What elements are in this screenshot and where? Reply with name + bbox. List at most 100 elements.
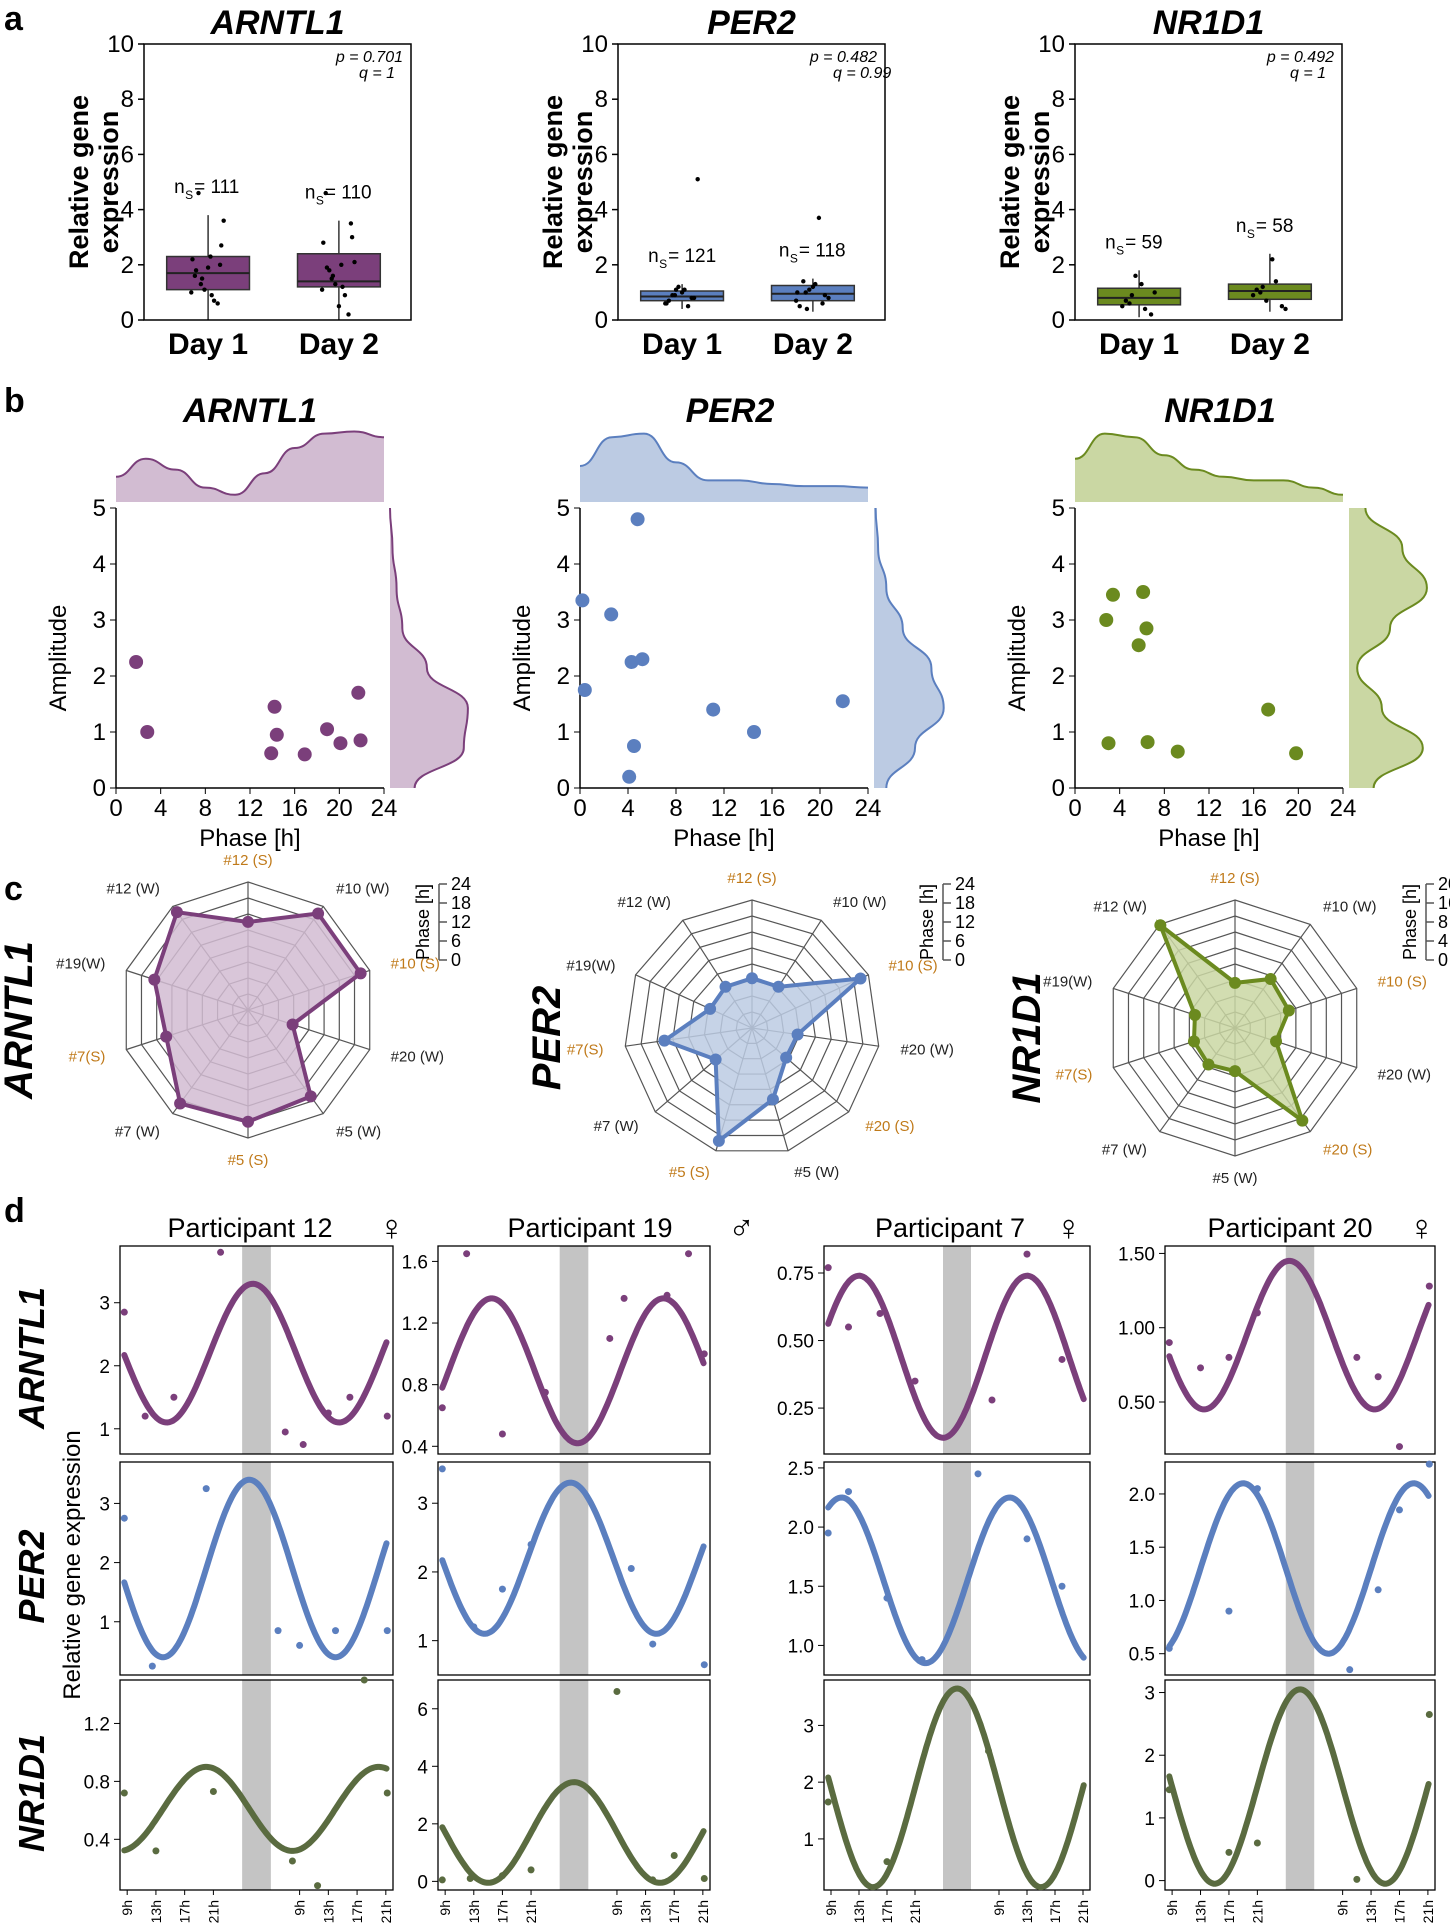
radar-point <box>354 967 367 980</box>
y-axis-label: expression <box>1025 111 1055 254</box>
radar-axis-label: #10 (W) <box>1323 899 1376 916</box>
radar-axis-label: #5 (W) <box>794 1164 839 1181</box>
data-point <box>198 281 204 287</box>
y-tick-label: 1.6 <box>402 1252 428 1273</box>
x-axis-label: Phase [h] <box>673 825 774 852</box>
cosinor-panel: 0.25 0.50 0.75 <box>777 1245 1091 1455</box>
data-point <box>324 1409 332 1417</box>
plot-frame <box>437 1245 711 1455</box>
data-point <box>215 301 220 306</box>
y-tick-label: 1.00 <box>1118 1319 1155 1340</box>
y-tick-label: 10 <box>581 31 608 58</box>
scatter-point <box>604 607 619 622</box>
data-point <box>1197 1364 1205 1372</box>
night-band <box>559 1462 589 1675</box>
scatter-point <box>353 733 368 748</box>
y-tick-label: 3 <box>557 607 570 634</box>
radar-axis-label: #19(W) <box>1043 974 1092 991</box>
data-point <box>141 1412 149 1420</box>
fitted-curve <box>439 1479 707 1637</box>
radar-point <box>791 1028 804 1041</box>
data-point <box>1148 312 1154 317</box>
radar-axis-label: #7 (W) <box>594 1118 639 1135</box>
scatter-point <box>627 739 641 753</box>
radar-point <box>242 1115 254 1128</box>
radar-arntl1: #12 (S) #10 (W) #10 (S) #20 (W) #5 (W) #5 (S)… <box>0 852 471 1169</box>
data-point <box>700 1661 708 1669</box>
scatter-point <box>706 702 721 717</box>
scatter-point <box>1140 735 1155 750</box>
data-point <box>1225 1848 1233 1856</box>
y-tick-label: 2 <box>417 1815 428 1836</box>
y-tick-label: 2 <box>1052 252 1065 279</box>
x-tick-label: 9h <box>823 1900 839 1916</box>
cosinor-panel: 0.5 1.0 1.5 2.0 <box>1129 1460 1436 1676</box>
x-tick-label: 8 <box>1158 795 1171 822</box>
y-tick-label: 8 <box>1052 86 1065 113</box>
data-point <box>700 1350 708 1358</box>
fitted-curve <box>825 1272 1087 1441</box>
data-point <box>876 1310 884 1318</box>
x-tick-label: 17h <box>1047 1900 1063 1923</box>
row-gene-label: NR1D1 <box>1005 972 1049 1103</box>
data-point <box>120 1789 128 1797</box>
data-point <box>346 312 351 317</box>
y-tick-label: 0.75 <box>777 1264 814 1285</box>
scale-tick-label: 24 <box>955 874 975 894</box>
row-gene-label: ARNTL1 <box>0 941 41 1100</box>
data-point <box>670 1851 678 1859</box>
data-point <box>883 1594 891 1602</box>
scatter-point <box>635 652 650 667</box>
x-tick-label: 13h <box>638 1900 654 1923</box>
x-tick-label: 17h <box>666 1900 682 1923</box>
data-point <box>383 1627 391 1635</box>
x-tick-label: 21h <box>523 1900 539 1923</box>
scatter-point <box>622 769 637 784</box>
data-point <box>324 265 330 270</box>
radar-point <box>704 1002 717 1015</box>
y-tick-label: 4 <box>1052 197 1065 224</box>
y-tick-label: 0.8 <box>84 1772 110 1793</box>
y-tick-label: 2 <box>417 1563 428 1584</box>
radar-axis-label: #7 (W) <box>115 1123 160 1140</box>
data-point <box>1264 298 1269 303</box>
sex-symbol: ♀ <box>1408 1207 1435 1248</box>
y-tick-label: 1.50 <box>1118 1244 1155 1265</box>
y-tick-label: 1 <box>99 1613 110 1634</box>
y-tick-label: 1.2 <box>84 1714 110 1735</box>
y-tick-label: 1 <box>803 1830 814 1851</box>
scatter-point <box>320 722 335 737</box>
participant-name: Participant 20 <box>1207 1213 1372 1243</box>
data-point <box>190 257 195 262</box>
n-count: = 111 <box>194 177 239 198</box>
x-tick-label: 0 <box>109 795 122 822</box>
y-tick-label: 6 <box>417 1700 428 1721</box>
x-tick-label: 13h <box>320 1900 336 1923</box>
data-point <box>383 1412 391 1420</box>
y-tick-label: 1 <box>557 719 570 746</box>
radar-area <box>152 909 364 1124</box>
data-point <box>797 304 802 309</box>
scale-tick-label: 8 <box>1438 912 1448 932</box>
radar-axis-label: #7(S) <box>567 1041 604 1058</box>
right-density-line <box>1356 507 1428 789</box>
data-point <box>807 287 812 292</box>
y-tick-label: 1 <box>1052 719 1065 746</box>
x-tick-label: 24 <box>1330 795 1357 822</box>
night-band <box>242 1680 271 1890</box>
scatter-point <box>1131 638 1146 653</box>
x-category-label: Day 1 <box>1099 328 1179 361</box>
fitted-curve <box>439 1295 707 1447</box>
radar-point <box>1154 919 1167 932</box>
n-subscript: S <box>316 194 324 208</box>
y-axis-label: Relative gene <box>995 95 1025 269</box>
data-point <box>826 295 831 301</box>
y-tick-label: 5 <box>93 495 106 522</box>
scatter-point <box>267 699 282 714</box>
scatter-point <box>1139 621 1154 636</box>
data-point <box>606 1334 614 1342</box>
x-tick-label: 9h <box>1335 1900 1351 1916</box>
n-subscript: S <box>790 252 798 266</box>
